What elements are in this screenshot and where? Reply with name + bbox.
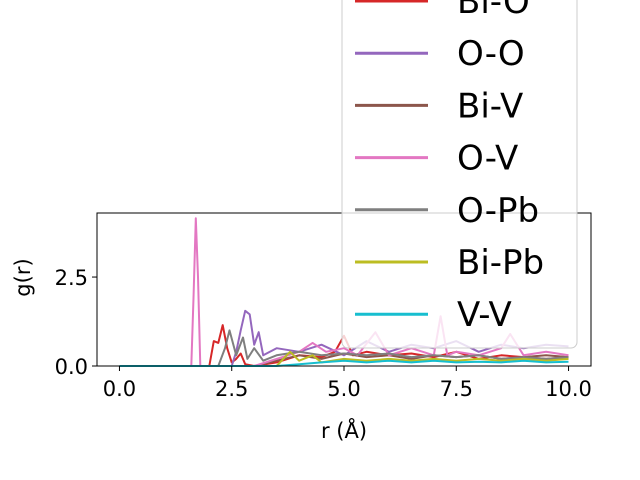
legend-label: Bi-Pb [457, 243, 544, 283]
y-tick-label: 0.0 [55, 355, 88, 379]
legend-label: Bi-V [457, 86, 523, 126]
x-tick-label: 0.0 [103, 377, 136, 401]
y-tick-label: 2.5 [55, 266, 88, 290]
legend-label: Bi-O [457, 0, 530, 22]
x-axis-ticks: 0.0 2.5 5.0 7.5 10.0 [103, 366, 592, 401]
legend: Bi-O O-O Bi-V O-V O-Pb Bi-Pb V-V [341, 0, 578, 349]
series-line-o-o [119, 309, 569, 367]
x-tick-label: 7.5 [440, 377, 473, 401]
y-axis-ticks: 0.0 2.5 [55, 266, 97, 379]
legend-label: O-Pb [457, 191, 539, 231]
series-line-bi-pb [119, 350, 569, 367]
legend-label: O-O [457, 34, 525, 74]
legend-label: O-V [457, 139, 518, 179]
x-tick-label: 2.5 [215, 377, 248, 401]
x-axis-label: r (Å) [321, 417, 367, 443]
series-line-o-pb [119, 329, 569, 367]
x-tick-label: 10.0 [545, 377, 592, 401]
x-tick-label: 5.0 [327, 377, 360, 401]
series-line-v-v [119, 359, 569, 367]
series-layer [119, 217, 569, 367]
y-axis-label: g(r) [11, 258, 35, 296]
legend-label: V-V [457, 295, 512, 335]
